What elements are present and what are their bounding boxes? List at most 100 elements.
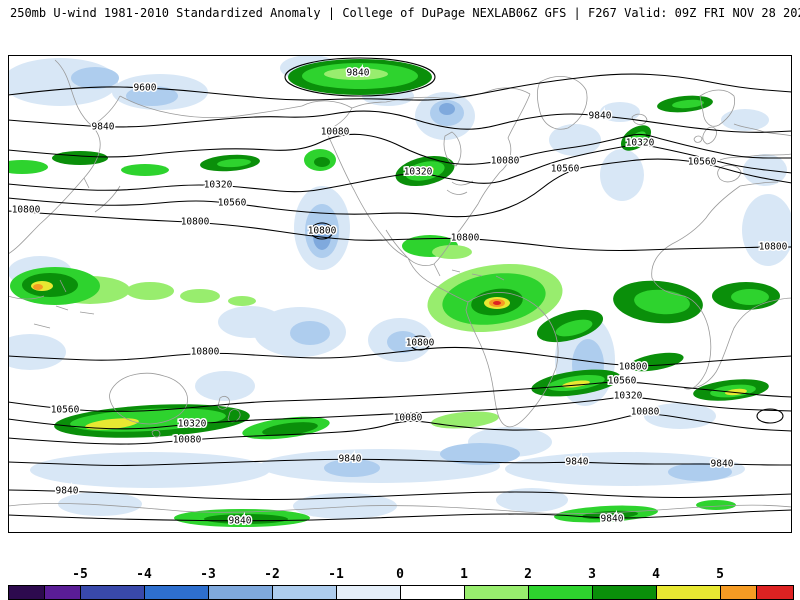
colorbar-segment (337, 586, 401, 599)
colorbar-tick-label: -5 (72, 567, 88, 582)
coastline-australia-nz (109, 372, 241, 438)
height-contour (8, 144, 792, 193)
anomaly-region (126, 282, 174, 300)
anomaly-region (672, 99, 704, 109)
closed-height-contour (284, 57, 436, 97)
contour-label: 10800 (181, 217, 210, 228)
contour-label: 10320 (614, 391, 643, 402)
height-contour (8, 73, 792, 101)
anomaly-region (30, 452, 270, 488)
anomaly-region (414, 166, 434, 176)
colorbar-segment (593, 586, 657, 599)
map-title: 250mb U-wind 1981-2010 Standardized Anom… (10, 6, 516, 20)
coastline-greenland-iceland (536, 76, 648, 130)
contour-label: 10320 (404, 167, 433, 178)
anomaly-region (721, 109, 769, 131)
anomaly-region (628, 352, 684, 372)
colorbar-segment (9, 586, 45, 599)
anomaly-region (8, 160, 48, 174)
contour-label: 10800 (451, 233, 480, 244)
colorbar (8, 585, 794, 600)
colorbar-segment (401, 586, 465, 599)
colorbar-tick-label: 2 (524, 567, 532, 582)
contour-label: 9840 (589, 111, 612, 122)
contour-label: 10800 (308, 226, 337, 237)
anomaly-region (549, 124, 601, 156)
anomaly-region (324, 68, 388, 80)
contour-label: 10800 (619, 362, 648, 373)
anomaly-region (293, 493, 397, 519)
contour-label: 10800 (191, 347, 220, 358)
colorbar-segment (657, 586, 721, 599)
colorbar-tick-label: 0 (396, 567, 404, 582)
colorbar-segment (757, 586, 793, 599)
contour-label: 9840 (566, 457, 589, 468)
anomaly-region (493, 301, 501, 305)
anomaly-region (496, 488, 568, 512)
colorbar-tick-label: -3 (200, 567, 216, 582)
colorbar-segment (465, 586, 529, 599)
colorbar-tick-label: 4 (652, 567, 660, 582)
coastline-antarctica (8, 503, 792, 515)
contour-label: 9840 (56, 486, 79, 497)
contour-label: 9840 (229, 516, 252, 527)
anomaly-region (262, 422, 318, 436)
colorbar-ticks: -5 -4 -3 -2 -1 0 1 2 3 4 5 (0, 567, 800, 583)
anomaly-shading-layer (8, 55, 792, 527)
anomaly-region (228, 296, 256, 306)
closed-height-contour (409, 335, 431, 351)
anomaly-region (387, 331, 419, 353)
colorbar-segment (145, 586, 209, 599)
colorbar-tick-label: -4 (136, 567, 152, 582)
contour-label-layer: 9600 9840 9840 9840 10080 10080 10320 10320 1032… (10, 66, 789, 528)
anomaly-region (85, 418, 139, 430)
height-contour (8, 509, 792, 522)
anomaly-region (180, 289, 220, 303)
height-contour (8, 396, 792, 430)
contour-label: 10320 (204, 180, 233, 191)
contour-label: 10080 (173, 435, 202, 446)
colorbar-segment (45, 586, 81, 599)
contour-label: 9840 (347, 68, 370, 79)
anomaly-region (8, 334, 66, 370)
anomaly-region (644, 403, 716, 429)
contour-label: 10560 (688, 157, 717, 168)
anomaly-region (439, 103, 455, 115)
contour-label: 10560 (218, 198, 247, 209)
contour-label: 10080 (321, 127, 350, 138)
contour-label: 9840 (601, 514, 624, 525)
anomaly-region (260, 449, 500, 483)
anomaly-region (432, 245, 472, 259)
anomaly-region (555, 319, 593, 337)
contour-label: 10320 (178, 419, 207, 430)
height-contour-layer (8, 57, 792, 522)
anomaly-region (600, 149, 644, 201)
height-contour (8, 110, 792, 133)
height-contour (8, 158, 792, 218)
contour-label: 10800 (759, 242, 788, 253)
colorbar-segment (529, 586, 593, 599)
contour-label: 10560 (551, 164, 580, 175)
height-contour (8, 458, 792, 467)
closed-height-contour (756, 408, 784, 424)
anomaly-region (668, 463, 732, 481)
coastline-africa (651, 181, 792, 390)
coastline-north-america (301, 87, 531, 303)
titlebar: 250mb U-wind 1981-2010 Standardized Anom… (10, 6, 800, 20)
colorbar-tick-label: 5 (716, 567, 724, 582)
contour-label: 10800 (406, 338, 435, 349)
colorbar-segment (273, 586, 337, 599)
height-contour (8, 413, 792, 445)
contour-label: 9840 (711, 459, 734, 470)
anomaly-region (290, 321, 330, 345)
contour-label: 9840 (92, 122, 115, 133)
anomaly-region (431, 411, 499, 429)
colorbar-tick-label: 1 (460, 567, 468, 582)
contour-label: 9840 (339, 454, 362, 465)
map-border (8, 55, 792, 533)
anomaly-region (314, 157, 330, 167)
height-contour (8, 381, 792, 412)
coastline-south-america (465, 292, 559, 428)
contour-label: 10080 (394, 413, 423, 424)
